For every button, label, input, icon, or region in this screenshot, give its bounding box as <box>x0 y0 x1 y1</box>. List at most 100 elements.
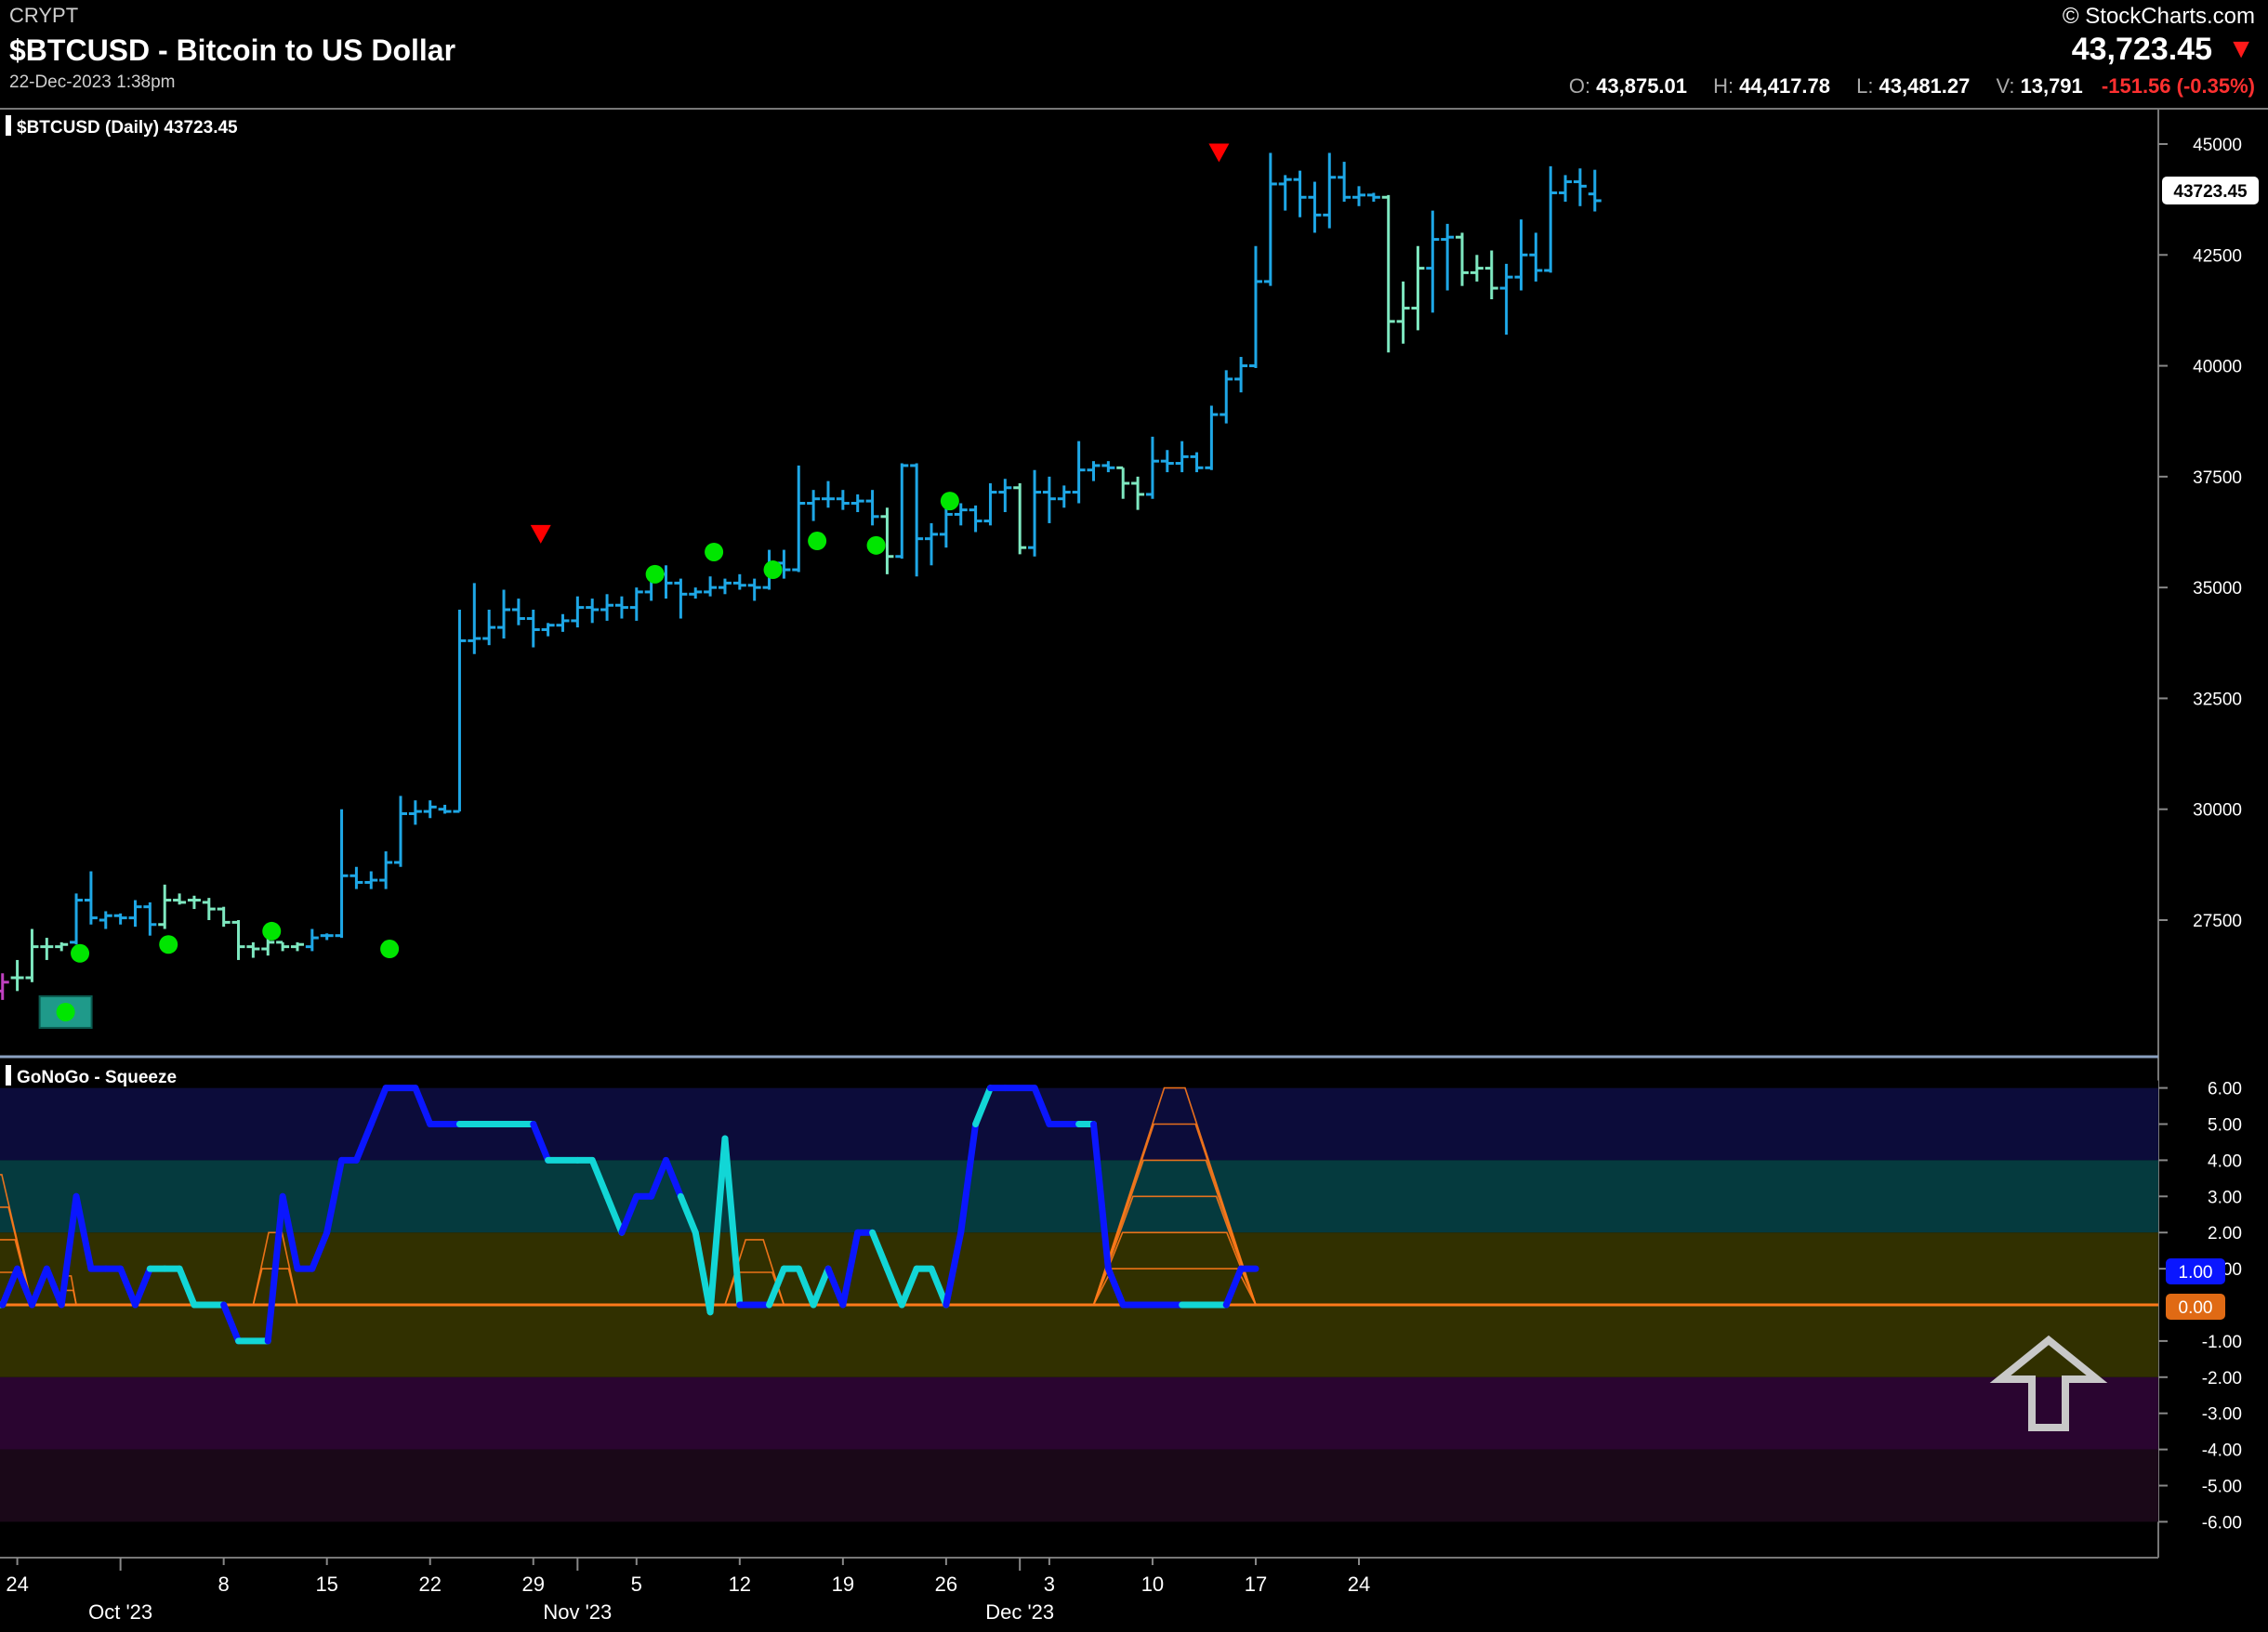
price-bar <box>1366 192 1380 203</box>
price-bar <box>1499 263 1513 336</box>
nogo-signal-triangle <box>530 524 551 544</box>
chart-header: CRYPT $BTCUSD - Bitcoin to US Dollar 22-… <box>0 0 2268 106</box>
indicator-tick-label: -1.00 <box>2202 1333 2242 1352</box>
volume-value: 13,791 <box>2020 74 2083 98</box>
price-bar <box>1116 466 1130 499</box>
date-tick-label: 26 <box>935 1573 957 1596</box>
price-bar <box>1042 476 1056 523</box>
squeeze-ladder-step <box>1092 1086 1257 1306</box>
price-bar <box>747 578 761 601</box>
oscillator-segment <box>883 1265 905 1309</box>
up-arrow-icon <box>1989 1335 2108 1431</box>
oscillator-segment <box>1222 1265 1245 1309</box>
go-continuation-dot <box>940 492 959 511</box>
oscillator-segment <box>957 1121 980 1236</box>
price-bar <box>1308 181 1322 233</box>
oscillator-segment <box>898 1265 920 1309</box>
date-tick-label: 19 <box>832 1573 854 1596</box>
oscillator-segment <box>588 1156 611 1200</box>
oscillator-segment <box>352 1121 375 1164</box>
oscillator-segment <box>117 1265 138 1309</box>
price-bar <box>586 599 600 624</box>
price-bar <box>821 480 835 508</box>
price-bar <box>836 490 850 510</box>
price-bar <box>143 902 157 936</box>
price-tick-label: 32500 <box>2193 690 2242 709</box>
price-bar <box>1381 194 1395 353</box>
price-bar <box>1278 175 1292 211</box>
price-bar <box>1426 210 1440 313</box>
oscillator-segment <box>14 1265 35 1309</box>
date-tick-label: 22 <box>418 1573 441 1596</box>
indicator-tick-label: -6.00 <box>2202 1513 2242 1533</box>
price-bar <box>158 884 172 929</box>
price-bar <box>482 610 496 646</box>
price-tick-label: 27500 <box>2193 912 2242 931</box>
price-bar <box>969 505 982 533</box>
price-bar <box>468 583 481 654</box>
price-bar <box>1588 169 1602 212</box>
go-continuation-dot <box>645 564 665 584</box>
price-tick-label: 37500 <box>2193 468 2242 488</box>
go-continuation-dot <box>380 940 400 959</box>
oscillator-segment <box>839 1229 862 1309</box>
oscillator-segment <box>367 1085 389 1127</box>
date-tick-label: 29 <box>522 1573 545 1596</box>
date-tick-label: 24 <box>1348 1573 1370 1596</box>
indicator-legend-swatch <box>6 1065 11 1086</box>
price-bar <box>202 898 216 920</box>
oscillator-segment <box>73 1192 95 1272</box>
oscillator-segment <box>28 1265 50 1309</box>
oscillator-segment <box>1089 1121 1112 1272</box>
last-price-tag-text: 43723.45 <box>2173 182 2248 202</box>
price-bar <box>1220 370 1233 424</box>
squeeze-ladder-step <box>1092 1159 1257 1306</box>
indicator-band-3 <box>0 1376 2158 1450</box>
price-tick-label: 42500 <box>2193 246 2242 266</box>
date-tick-label: 5 <box>631 1573 642 1596</box>
go-entry-dot <box>56 1002 75 1021</box>
low-value: 43,481.27 <box>1879 74 1971 98</box>
oscillator-segment <box>220 1301 243 1345</box>
squeeze-ladder-step <box>0 1174 33 1306</box>
price-bar <box>55 941 69 952</box>
date-tick-label: Nov '23 <box>543 1600 612 1624</box>
price-bar <box>231 920 245 960</box>
price-bar <box>217 906 231 928</box>
price-bar <box>1396 281 1410 344</box>
price-bar <box>1205 405 1219 470</box>
price-bar <box>113 913 127 925</box>
oscillator-segment <box>810 1265 832 1309</box>
indicator-y-axis: 6.00 5.00 4.00 3.00 2.00 1.00 -1.00 -2.00 -3.00 -… <box>2158 1080 2242 1533</box>
ohlc-readout: O: 43,875.01 H: 44,417.78 L: 43,481.27 V: 13… <box>1549 74 2255 99</box>
last-price: 43,723.45 <box>2071 32 2212 67</box>
price-bar <box>305 928 319 952</box>
date-x-axis: 24 Oct '23 8 15 22 29 Nov '23 5 12 19 26 Dec '23 3 10… <box>6 1558 1370 1624</box>
price-bar <box>1323 152 1337 229</box>
oscillator-segment <box>264 1192 286 1345</box>
price-bar <box>541 623 555 637</box>
price-bar <box>320 933 334 941</box>
price-bar <box>1470 255 1483 282</box>
oscillator-segment <box>663 1156 684 1200</box>
oscillator-segment <box>1031 1085 1053 1127</box>
price-bar <box>1072 441 1086 504</box>
indicator-tick-label: 3.00 <box>2208 1188 2242 1207</box>
date-tick-label: Oct '23 <box>88 1600 152 1624</box>
down-arrow-icon: ▼ <box>2227 33 2255 64</box>
oscillator-segment <box>648 1156 670 1200</box>
price-bar <box>25 928 39 982</box>
price-bar <box>880 507 894 574</box>
go-continuation-dot <box>763 560 783 580</box>
price-bar <box>40 938 54 960</box>
oscillator-layer <box>0 1085 1259 1345</box>
price-bar <box>674 578 688 619</box>
price-bar <box>423 800 437 819</box>
price-bar <box>1338 162 1352 203</box>
price-panel <box>0 110 2158 1054</box>
price-bar <box>1293 170 1307 217</box>
price-bar <box>1514 219 1528 291</box>
price-bar <box>954 503 968 526</box>
price-bar <box>1101 461 1115 473</box>
